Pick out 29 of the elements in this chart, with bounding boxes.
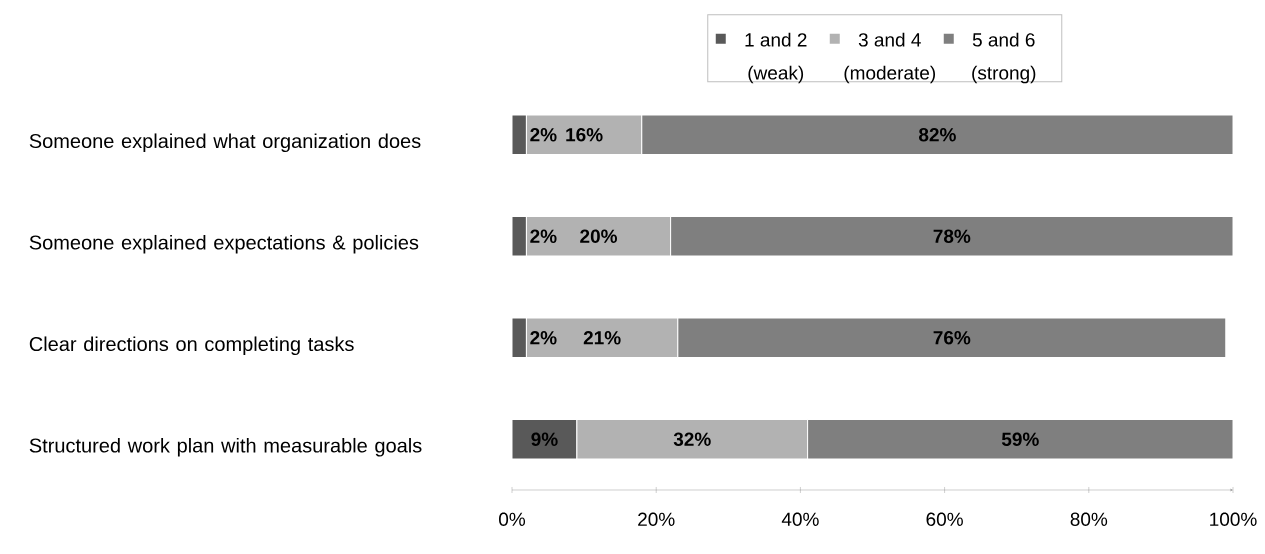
data-label: 82% <box>918 128 956 142</box>
x-tick-label: 0% <box>499 512 526 526</box>
y-tick-label: Someone explained what organization does <box>29 133 421 153</box>
data-label: 59% <box>1001 432 1039 446</box>
x-tick-label: 40% <box>781 512 819 526</box>
data-label: 20% <box>580 229 618 243</box>
data-label: 9% <box>531 432 558 446</box>
data-label: 2% <box>530 128 557 142</box>
data-label: 2% <box>530 229 557 243</box>
data-label: 2% <box>530 331 557 345</box>
x-tick-label: 80% <box>1070 512 1108 526</box>
bar <box>807 418 1234 460</box>
y-tick-label: Clear directions on completing tasks <box>29 336 354 356</box>
y-tick-label: Someone explained expectations & policies <box>29 234 419 254</box>
data-label: 76% <box>933 331 971 345</box>
legend-label: 3 and 4 (moderate) <box>844 32 936 84</box>
y-tick-label: Structured work plan with measurable goals <box>29 437 422 457</box>
bar <box>641 114 1234 156</box>
x-tick-label: 100% <box>1210 512 1257 526</box>
data-label: 21% <box>583 331 621 345</box>
x-tick-label: 60% <box>926 512 963 526</box>
bar <box>670 215 1234 257</box>
legend-label: 5 and 6 (strong) <box>972 32 1036 84</box>
bar <box>677 317 1227 359</box>
data-label: 16% <box>566 128 603 142</box>
data-label: 78% <box>933 229 971 243</box>
legend-label: 1 and 2 (weak) <box>745 32 807 84</box>
data-label: 32% <box>673 432 711 446</box>
x-tick-label: 20% <box>638 512 675 526</box>
